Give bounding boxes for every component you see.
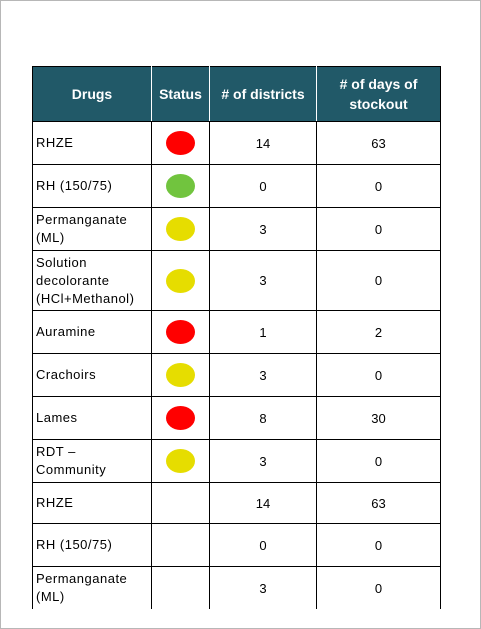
status-indicator-icon (166, 268, 195, 293)
status-indicator-icon (166, 131, 195, 155)
table-row: Permanganate (ML) 3 0 (32, 566, 441, 609)
days-of-stockout: 0 (316, 523, 441, 567)
drug-name: Permanganate (ML) (32, 566, 152, 609)
districts-count: 3 (209, 353, 317, 397)
days-of-stockout: 0 (316, 207, 441, 251)
districts-count: 3 (209, 207, 317, 251)
drug-name: Solution decolorante (HCl+Methanol) (32, 250, 152, 311)
drug-name: Crachoirs (32, 353, 152, 397)
header-days-of-stockout: # of days of stockout (316, 66, 441, 122)
districts-count: 14 (209, 121, 317, 165)
status-cell (151, 164, 210, 208)
days-of-stockout: 63 (316, 121, 441, 165)
days-of-stockout: 0 (316, 566, 441, 609)
status-indicator-icon (166, 363, 195, 387)
districts-count: 0 (209, 164, 317, 208)
table-row: Solution decolorante (HCl+Methanol) 3 0 (32, 250, 441, 311)
districts-count: 8 (209, 396, 317, 440)
table-row: RHZE 14 63 (32, 121, 441, 165)
header-drugs: Drugs (32, 66, 152, 122)
districts-count: 1 (209, 310, 317, 354)
status-indicator-icon (166, 217, 195, 241)
status-cell (151, 482, 210, 524)
status-cell (151, 310, 210, 354)
drug-name: RH (150/75) (32, 523, 152, 567)
status-cell (151, 523, 210, 567)
status-cell (151, 207, 210, 251)
table-row: RH (150/75) 0 0 (32, 164, 441, 208)
header-districts: # of districts (209, 66, 317, 122)
table-row: Permanganate (ML) 3 0 (32, 207, 441, 251)
table-header-row: Drugs Status # of districts # of days of… (32, 66, 441, 122)
stockout-table-container: Drugs Status # of districts # of days of… (32, 66, 441, 609)
table-row: RH (150/75) 0 0 (32, 523, 441, 567)
drug-name: Auramine (32, 310, 152, 354)
status-indicator-icon (166, 449, 195, 473)
status-indicator-icon (166, 174, 195, 198)
days-of-stockout: 0 (316, 439, 441, 483)
districts-count: 3 (209, 439, 317, 483)
status-cell (151, 353, 210, 397)
status-indicator-icon (166, 320, 195, 344)
table-row: Auramine 1 2 (32, 310, 441, 354)
days-of-stockout: 2 (316, 310, 441, 354)
days-of-stockout: 0 (316, 250, 441, 311)
drug-name: Permanganate (ML) (32, 207, 152, 251)
districts-count: 3 (209, 566, 317, 609)
status-cell (151, 439, 210, 483)
status-cell (151, 396, 210, 440)
table-row: Crachoirs 3 0 (32, 353, 441, 397)
districts-count: 0 (209, 523, 317, 567)
table-row: Lames 8 30 (32, 396, 441, 440)
districts-count: 3 (209, 250, 317, 311)
status-cell (151, 121, 210, 165)
days-of-stockout: 0 (316, 164, 441, 208)
status-cell (151, 566, 210, 609)
status-cell (151, 250, 210, 311)
days-of-stockout: 30 (316, 396, 441, 440)
districts-count: 14 (209, 482, 317, 524)
drug-name: RHZE (32, 482, 152, 524)
drug-name: RH (150/75) (32, 164, 152, 208)
drug-name: Lames (32, 396, 152, 440)
days-of-stockout: 63 (316, 482, 441, 524)
days-of-stockout: 0 (316, 353, 441, 397)
stockout-table: Drugs Status # of districts # of days of… (32, 66, 441, 609)
drug-name: RDT – Community (32, 439, 152, 483)
header-status: Status (151, 66, 210, 122)
table-row: RHZE 14 63 (32, 482, 441, 524)
drug-name: RHZE (32, 121, 152, 165)
status-indicator-icon (166, 406, 195, 430)
table-row: RDT – Community 3 0 (32, 439, 441, 483)
